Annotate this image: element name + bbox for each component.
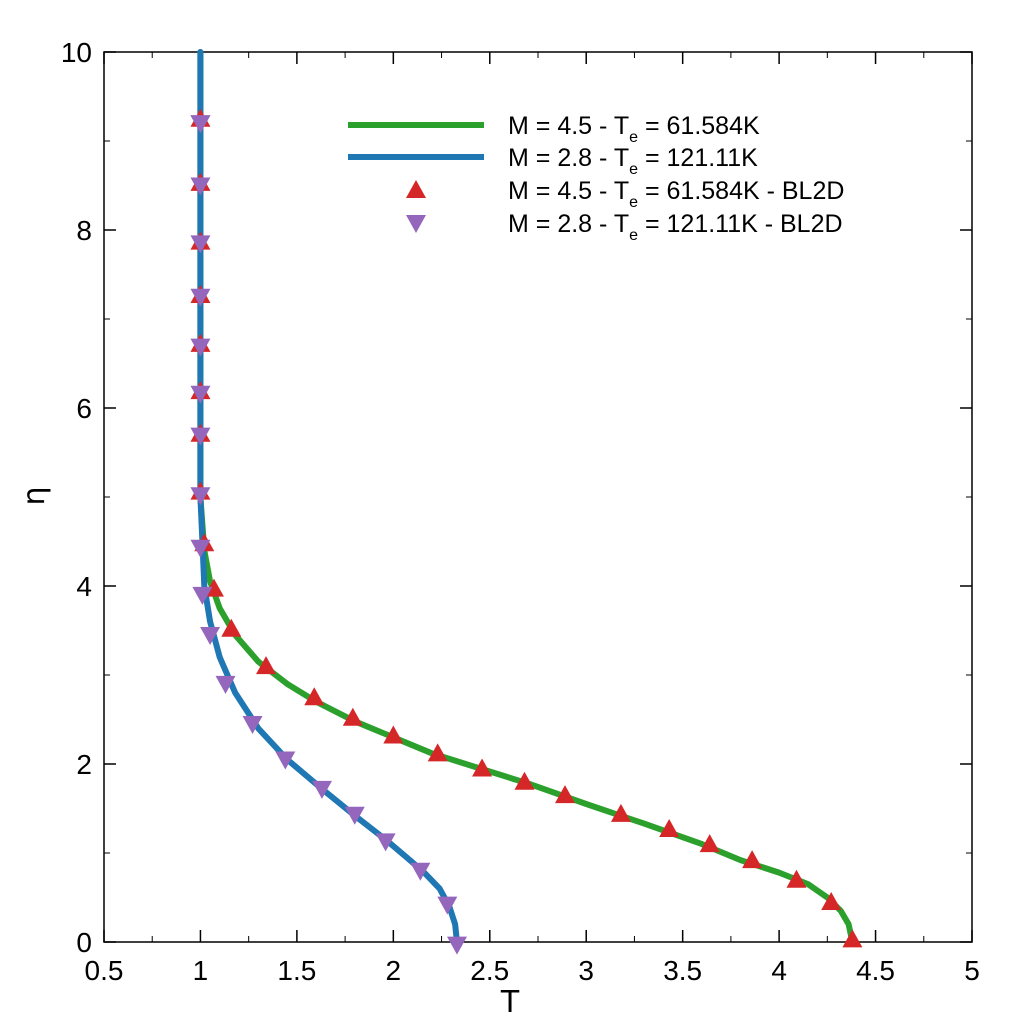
triangle-up-point (427, 743, 448, 762)
triangle-up-point (514, 771, 535, 790)
triangle-down-point (190, 235, 211, 254)
y-tick-label: 4 (76, 571, 92, 602)
y-axis-label: η (17, 486, 52, 505)
triangle-up-point (699, 834, 720, 853)
ticks-layer: 0.5 1 1.5 2 2.5 3 3.5 4 4.5 5 0 2 4 6 8 10 (61, 37, 980, 986)
triangle-up-point (786, 869, 807, 888)
legend-entry-label: M = 4.5 - Te = 61.584K - BL2D (508, 177, 844, 211)
y-tick-label: 2 (76, 749, 92, 780)
legend-marker-swatch (406, 215, 426, 233)
triangle-down-point (192, 586, 213, 605)
triangle-up-point (304, 687, 325, 706)
y-tick-label: 8 (76, 215, 92, 246)
triangle-down-point (190, 288, 211, 307)
triangle-down-point (200, 626, 221, 645)
triangle-up-point (383, 725, 404, 744)
series-line-0 (197, 49, 856, 945)
triangle-down-point (410, 862, 431, 881)
x-tick-label: 5 (964, 955, 980, 986)
legend-entry-label: M = 2.8 - Te = 121.11K - BL2D (508, 210, 843, 244)
triangle-down-point (190, 539, 211, 558)
triangle-up-point (742, 850, 763, 869)
triangle-up-point (555, 785, 576, 804)
markers-layer (190, 108, 863, 955)
triangle-down-point (446, 936, 467, 955)
triangle-down-point (311, 780, 332, 799)
y-tick-label: 6 (76, 393, 92, 424)
triangle-down-point (437, 896, 458, 915)
x-tick-label: 3.5 (663, 955, 702, 986)
series-line-1 (197, 49, 460, 945)
triangle-down-point (190, 487, 211, 506)
triangle-down-point (190, 338, 211, 357)
x-tick-label: 1 (193, 955, 209, 986)
triangle-down-point (215, 675, 236, 694)
triangle-down-point (275, 751, 296, 770)
triangle-up-point (256, 656, 277, 675)
triangle-up-point (610, 803, 631, 822)
x-tick-label: 2 (386, 955, 402, 986)
x-tick-label: 0.5 (85, 955, 124, 986)
x-tick-label: 1.5 (277, 955, 316, 986)
x-tick-label: 2.5 (470, 955, 509, 986)
triangle-up-point (342, 707, 363, 726)
triangle-up-point (821, 891, 842, 910)
triangle-up-point (659, 818, 680, 837)
x-tick-label: 4 (771, 955, 787, 986)
triangle-up-point (472, 758, 493, 777)
x-axis-label: T (500, 985, 520, 1020)
series-layer (197, 49, 856, 945)
legend-entry-label: M = 2.8 - Te = 121.11K (508, 144, 758, 178)
triangle-down-point (344, 806, 365, 825)
triangle-down-point (190, 177, 211, 196)
legend-marker-swatch (406, 180, 426, 198)
legend-entry-label: M = 4.5 - Te = 61.584K (508, 112, 760, 146)
triangle-down-point (375, 833, 396, 852)
y-tick-label: 10 (61, 37, 92, 68)
triangle-up-point (221, 618, 242, 637)
triangle-down-point (190, 427, 211, 446)
triangle-up-point (842, 929, 863, 948)
triangle-down-point (242, 715, 263, 734)
x-tick-label: 4.5 (856, 955, 895, 986)
x-tick-label: 3 (578, 955, 594, 986)
y-tick-label: 0 (76, 927, 92, 958)
triangle-down-point (190, 115, 211, 134)
triangle-down-point (190, 385, 211, 404)
